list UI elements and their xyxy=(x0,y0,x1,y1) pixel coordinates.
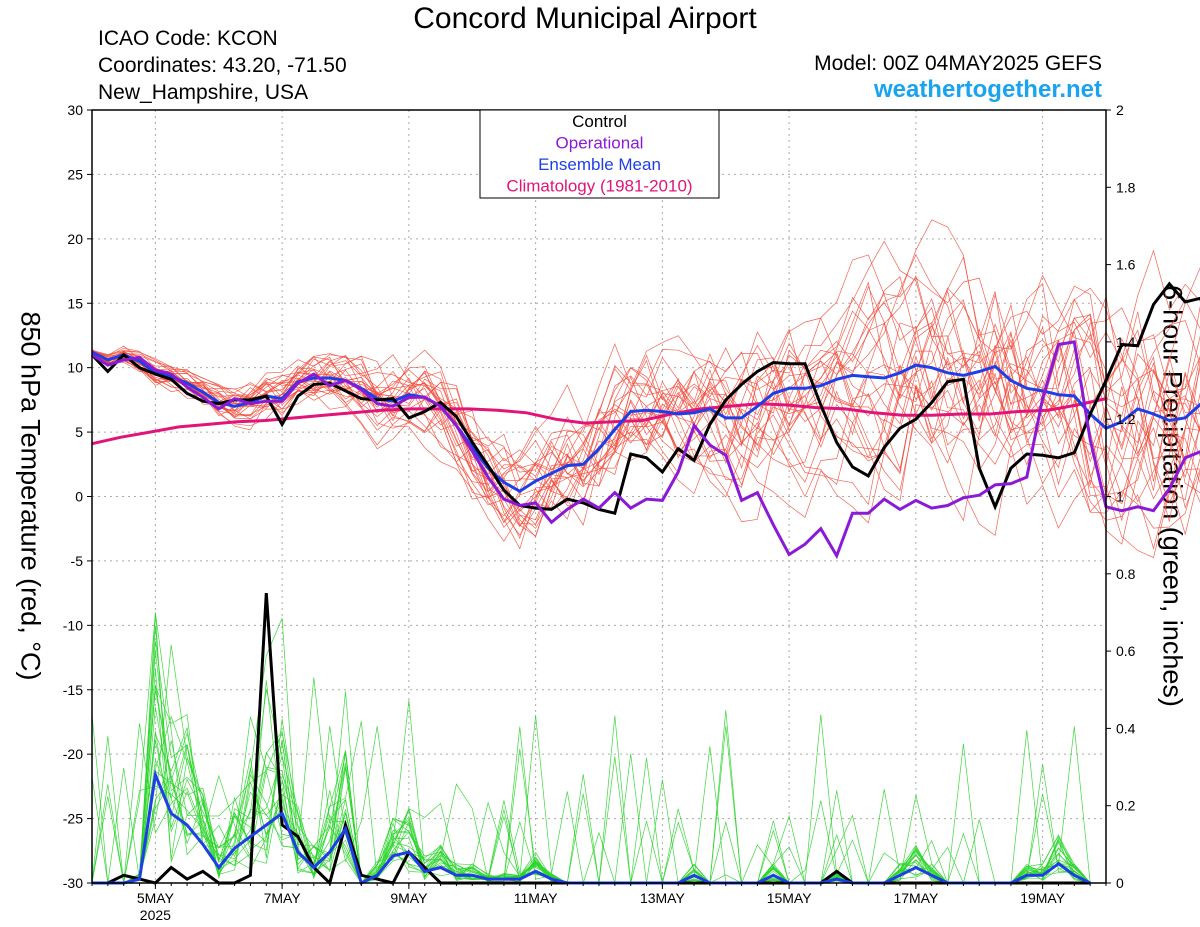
precip-member-lines xyxy=(91,596,1091,885)
precip-member-line xyxy=(91,641,1091,884)
y-tick-label: 30 xyxy=(67,102,83,118)
y-tick-label: 25 xyxy=(67,166,83,182)
temp-member-line xyxy=(91,281,1200,528)
y-tick-label: -10 xyxy=(63,617,83,633)
precip-member-line xyxy=(92,669,1091,884)
y2-tick-label: 1.4 xyxy=(1116,334,1136,350)
temp-member-line xyxy=(91,256,1200,514)
y-tick-label: -20 xyxy=(63,746,83,762)
y-tick-label: 5 xyxy=(75,424,83,440)
temp-member-line xyxy=(91,302,1200,525)
legend-entry: Operational xyxy=(556,134,644,153)
y-tick-label: -25 xyxy=(63,811,83,827)
y2-tick-label: 1 xyxy=(1116,489,1124,505)
legend-entry: Climatology (1981-2010) xyxy=(506,177,692,196)
y-tick-label: 10 xyxy=(67,360,83,376)
temp-member-line xyxy=(91,285,1200,480)
y2-tick-label: 2 xyxy=(1116,102,1124,118)
x-tick-label: 5MAY xyxy=(137,890,175,906)
y-tick-label: -5 xyxy=(71,553,84,569)
temp-member-line xyxy=(91,285,1200,538)
x-tick-label: 19MAY xyxy=(1020,890,1066,906)
precip-member-line xyxy=(92,651,1091,884)
x-tick-label: 17MAY xyxy=(893,890,939,906)
y2-tick-label: 0.8 xyxy=(1116,566,1136,582)
temp-member-line xyxy=(91,349,1200,559)
temp-member-line xyxy=(91,254,1200,528)
precip-member-line xyxy=(92,748,1091,884)
temp-member-lines xyxy=(91,219,1200,559)
icao-code: ICAO Code: KCON xyxy=(98,27,278,50)
location: New_Hampshire, USA xyxy=(98,81,309,104)
temp-member-line xyxy=(91,349,1200,537)
coordinates: Coordinates: 43.20, -71.50 xyxy=(98,54,347,77)
y-tick-label: -30 xyxy=(63,875,83,891)
y-tick-label: 15 xyxy=(67,295,83,311)
x-tick-sublabel: 2025 xyxy=(140,907,171,923)
temp-operational-line xyxy=(91,340,1200,560)
precip-member-line xyxy=(92,680,1091,884)
chart-title: Concord Municipal Airport xyxy=(413,2,757,35)
temp-member-line xyxy=(91,334,1200,527)
legend-entry: Ensemble Mean xyxy=(538,155,661,174)
legend-box xyxy=(479,109,720,199)
y2-tick-label: 0.2 xyxy=(1116,798,1136,814)
axes: 302520151050-5-10-15-20-25-3021.81.61.41… xyxy=(63,102,1136,923)
y-tick-label: 0 xyxy=(75,489,83,505)
series-lines xyxy=(90,281,1200,886)
x-tick-label: 15MAY xyxy=(767,890,813,906)
y2-tick-label: 1.8 xyxy=(1116,179,1136,195)
y2-tick-label: 0.4 xyxy=(1116,720,1136,736)
y2-tick-label: 1.2 xyxy=(1116,411,1136,427)
y2-tick-label: 0.6 xyxy=(1116,643,1136,659)
x-tick-label: 9MAY xyxy=(390,890,428,906)
x-tick-label: 7MAY xyxy=(264,890,302,906)
x-tick-label: 13MAY xyxy=(640,890,686,906)
precip-member-line xyxy=(92,707,1091,885)
y-tick-label: -15 xyxy=(63,682,83,698)
y2-tick-label: 0 xyxy=(1116,875,1124,891)
site-link[interactable]: weathertogether.net xyxy=(873,76,1102,103)
precip-member-line xyxy=(91,644,1091,884)
temp-member-line xyxy=(91,277,1200,550)
model-run: Model: 00Z 04MAY2025 GEFS xyxy=(814,52,1102,75)
y2-tick-label: 1.6 xyxy=(1116,257,1136,273)
x-tick-label: 11MAY xyxy=(514,890,558,906)
legend: Control Operational Ensemble Mean Climatolo… xyxy=(479,109,720,199)
temp-control-line xyxy=(90,281,1200,516)
y-tick-label: 20 xyxy=(67,231,83,247)
climatology-line xyxy=(91,397,1107,446)
legend-entry: Control xyxy=(572,112,627,131)
